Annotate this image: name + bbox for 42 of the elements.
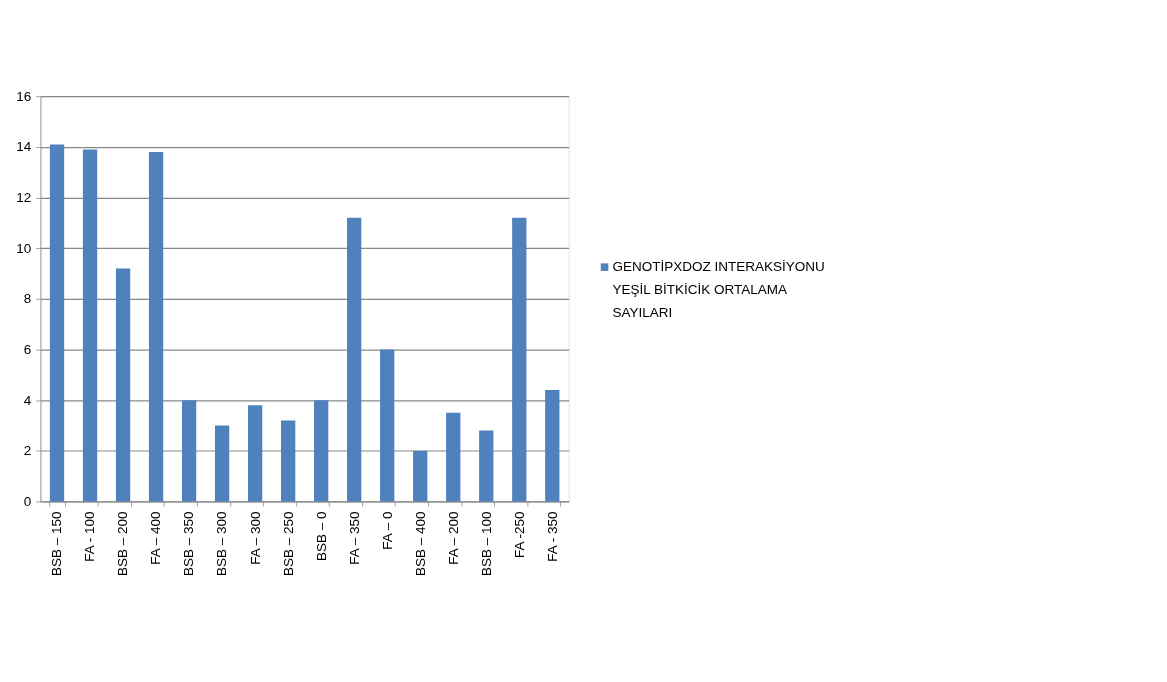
x-tick-label: BSB – 350 (181, 511, 197, 576)
bar (247, 405, 263, 502)
x-tick-label: FA – 0 (379, 511, 395, 550)
y-tick-label: 6 (23, 341, 32, 357)
bar (82, 149, 98, 502)
x-tick-label: BSB – 250 (280, 511, 296, 576)
x-tick-label: FA – 400 (148, 511, 164, 565)
y-tick-label: 8 (23, 291, 32, 307)
x-tick-label: FA – 200 (445, 511, 461, 565)
bar (380, 349, 395, 502)
x-tick-label: BSB – 300 (214, 511, 230, 576)
y-tick-label: 12 (16, 189, 32, 205)
bar (512, 217, 527, 502)
y-tick-label: 16 (16, 88, 32, 104)
bar (214, 425, 230, 502)
bar (115, 268, 131, 502)
y-tick-label: 2 (23, 443, 32, 459)
bar (347, 217, 362, 502)
y-tick-label: 4 (23, 392, 32, 408)
bar (181, 400, 197, 502)
x-tick-label: BSB – 100 (478, 511, 494, 576)
legend-label: GENOTİPXDOZ INTERAKSİYONU YEŞİL BİTKİCİK ORTALAMA SAYILARI (612, 259, 825, 321)
bar (479, 430, 494, 502)
x-tick-label: FA - 350 (544, 511, 560, 562)
x-tick-label: BSB – 150 (49, 511, 65, 576)
x-tick-label: BSB – 400 (412, 511, 428, 576)
y-tick-label: 10 (16, 240, 32, 256)
x-tick-label: FA – 300 (247, 511, 263, 565)
bar (545, 390, 560, 502)
x-tick-label: FA – 350 (346, 511, 362, 565)
bar (446, 412, 461, 502)
x-tick-label: BSB – 200 (115, 511, 131, 576)
x-tick-label: FA -250 (511, 511, 527, 558)
x-tick-label: FA - 100 (82, 511, 98, 562)
y-tick-label: 14 (16, 139, 32, 155)
y-tick-label: 0 (23, 493, 32, 509)
bar (148, 152, 164, 502)
x-tick-label: BSB – 0 (313, 511, 329, 561)
bar (49, 144, 65, 502)
bar (413, 450, 428, 502)
bar (281, 420, 296, 502)
bar (314, 400, 329, 502)
